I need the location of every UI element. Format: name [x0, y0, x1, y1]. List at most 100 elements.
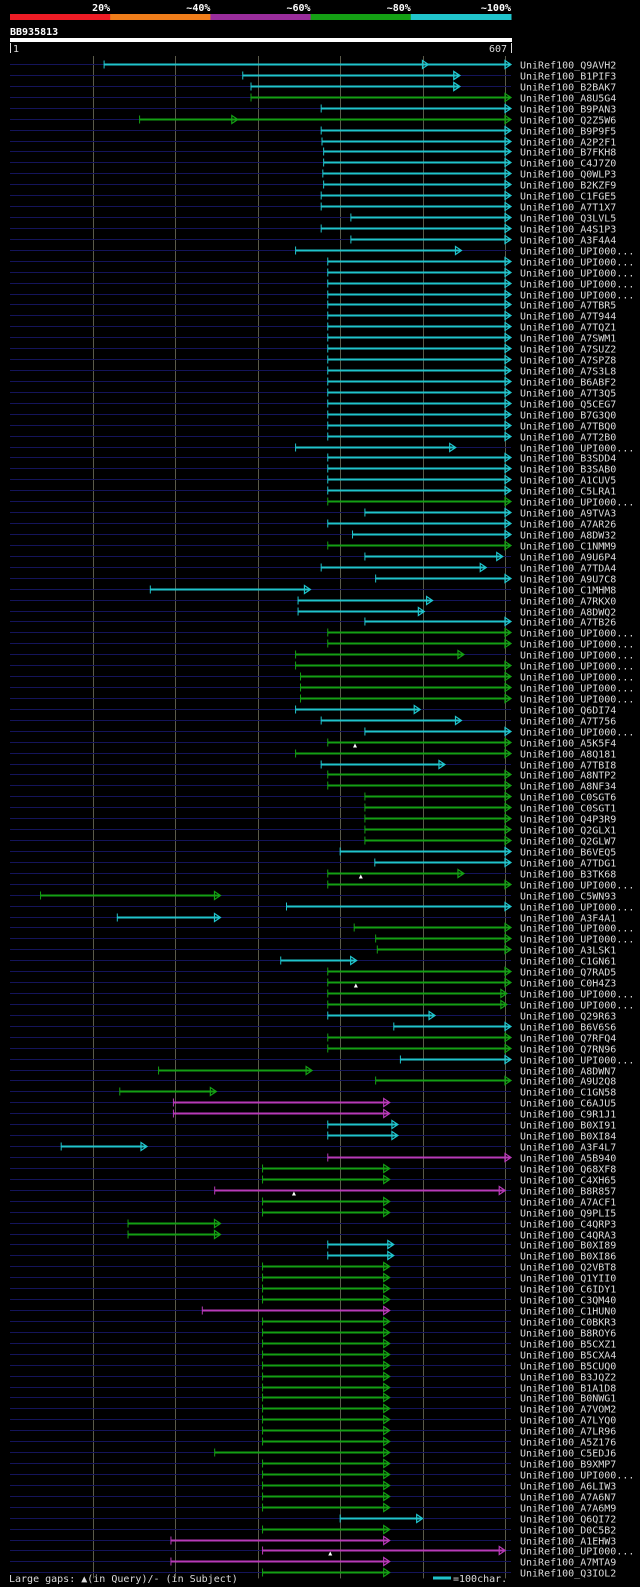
hit-label[interactable]: UniRef100_A7RKX0 — [520, 597, 616, 608]
hit-row[interactable]: UniRef100_A7AR26 — [10, 518, 616, 531]
hit-row[interactable]: UniRef100_A7TBI8 — [10, 759, 616, 772]
hit-row[interactable]: UniRef100_A8NTP2 — [10, 769, 616, 782]
hit-label[interactable]: UniRef100_A7MTA9 — [520, 1558, 616, 1569]
hit-row[interactable]: UniRef100_A9U2Q8 — [10, 1075, 616, 1088]
hit-row[interactable]: UniRef100_C6AJU5 — [10, 1097, 616, 1110]
hit-label[interactable]: UniRef100_B8R857 — [520, 1187, 616, 1198]
hit-label[interactable]: UniRef100_C1FGE5 — [520, 192, 616, 203]
hit-row[interactable]: UniRef100_UPI000... — [10, 1469, 634, 1482]
hit-row[interactable]: UniRef100_C4XH65 — [10, 1174, 616, 1187]
hit-row[interactable]: UniRef100_A9U6P4 — [10, 551, 616, 564]
hit-row[interactable]: UniRef100_A7A6N7 — [10, 1491, 616, 1504]
hit-row[interactable]: UniRef100_C6IDY1 — [10, 1283, 616, 1296]
hit-row[interactable]: UniRef100_A8DWQ2 — [10, 606, 616, 619]
hit-row[interactable]: UniRef100_UPI000... — [10, 496, 634, 509]
hit-row[interactable]: UniRef100_Q1YII0 — [10, 1272, 616, 1285]
hit-row[interactable]: UniRef100_A7TDG1 — [10, 857, 616, 870]
hit-row[interactable]: UniRef100_B2KZF9 — [10, 179, 616, 192]
hit-label[interactable]: UniRef100_A6LIW3 — [520, 1482, 616, 1493]
hit-row[interactable]: UniRef100_Q2VBT8 — [10, 1261, 616, 1274]
hit-row[interactable]: UniRef100_UPI000... — [10, 245, 634, 258]
hit-row[interactable]: UniRef100_A7SUZ2 — [10, 343, 616, 356]
hit-label[interactable]: UniRef100_B0XI84 — [520, 1132, 616, 1143]
hit-label[interactable]: UniRef100_A8DW32 — [520, 531, 616, 542]
hit-row[interactable]: UniRef100_C0BKR3 — [10, 1316, 616, 1329]
hit-row[interactable]: UniRef100_A5Z176 — [10, 1436, 616, 1449]
hit-row[interactable]: UniRef100_A8Q181 — [10, 748, 616, 761]
hit-label[interactable]: UniRef100_UPI000... — [520, 444, 634, 455]
hit-label[interactable]: UniRef100_UPI000... — [520, 1471, 634, 1482]
hit-label[interactable]: UniRef100_C6AJU5 — [520, 1099, 616, 1110]
hit-row[interactable]: UniRef100_Q7RAD5 — [10, 966, 616, 979]
hit-row[interactable]: UniRef100_B5CXZ1 — [10, 1338, 616, 1351]
hit-row[interactable]: UniRef100_UPI000... — [10, 442, 634, 455]
hit-row[interactable]: UniRef100_A5K5F4 — [10, 737, 616, 750]
hit-row[interactable]: UniRef100_D0C5B2 — [10, 1524, 616, 1537]
hit-row[interactable]: UniRef100_UPI000... — [10, 726, 634, 739]
hit-label[interactable]: UniRef100_C4QRP3 — [520, 1220, 616, 1231]
hit-row[interactable]: UniRef100_Q7RN96 — [10, 1043, 616, 1056]
hit-row[interactable]: UniRef100_UPI000... — [10, 693, 634, 706]
hit-row[interactable]: UniRef100_A7T2B0 — [10, 431, 616, 444]
hit-label[interactable]: UniRef100_B0XI91 — [520, 1121, 616, 1132]
hit-label[interactable]: UniRef100_B9XMP7 — [520, 1460, 616, 1471]
hit-row[interactable]: UniRef100_A5B940 — [10, 1152, 616, 1165]
hit-row[interactable]: UniRef100_C9R1J1 — [10, 1108, 616, 1121]
hit-row[interactable]: UniRef100_A7MTA9 — [10, 1556, 616, 1569]
hit-label[interactable]: UniRef100_A7A6M9 — [520, 1504, 616, 1515]
hit-label[interactable]: UniRef100_A7T1X7 — [520, 203, 616, 214]
hit-label[interactable]: UniRef100_UPI000... — [520, 247, 634, 258]
hit-row[interactable]: UniRef100_B0XI84 — [10, 1130, 616, 1143]
hit-label[interactable]: UniRef100_UPI000... — [520, 291, 634, 302]
hit-label[interactable]: UniRef100_A7LR96 — [520, 1427, 616, 1438]
hit-row[interactable]: UniRef100_A9TVA3 — [10, 507, 616, 520]
hit-row[interactable]: UniRef100_UPI000... — [10, 922, 634, 935]
hit-label[interactable]: UniRef100_A7SUZ2 — [520, 345, 616, 356]
hit-label[interactable]: UniRef100_C6IDY1 — [520, 1285, 616, 1296]
hit-label[interactable]: UniRef100_A4S1P3 — [520, 225, 616, 236]
hit-label[interactable]: UniRef100_UPI000... — [520, 695, 634, 706]
hit-row[interactable]: UniRef100_Q6DI74 — [10, 704, 616, 717]
hit-label[interactable]: UniRef100_C1MHM8 — [520, 586, 616, 597]
hit-label[interactable]: UniRef100_B9PAN3 — [520, 105, 616, 116]
hit-row[interactable]: UniRef100_B8R857 — [10, 1185, 616, 1198]
hit-label[interactable]: UniRef100_UPI000... — [520, 651, 634, 662]
hit-label[interactable]: UniRef100_Q7RAD5 — [520, 968, 616, 979]
hit-row[interactable]: UniRef100_Q5CEG7 — [10, 398, 616, 411]
hit-row[interactable]: UniRef100_A8U5G4 — [10, 92, 616, 105]
hit-row[interactable]: UniRef100_C0H4Z3 — [10, 977, 616, 990]
hit-label[interactable]: UniRef100_A5Z176 — [520, 1438, 616, 1449]
hit-row[interactable]: UniRef100_A6LIW3 — [10, 1480, 616, 1493]
hit-label[interactable]: UniRef100_UPI000... — [520, 498, 634, 509]
hit-row[interactable]: UniRef100_A7T3Q5 — [10, 387, 616, 400]
hit-row[interactable]: UniRef100_C5EDJ6 — [10, 1447, 616, 1460]
hit-label[interactable]: UniRef100_A8NTP2 — [520, 771, 616, 782]
hit-row[interactable]: UniRef100_B7FKH8 — [10, 146, 616, 159]
hit-label[interactable]: UniRef100_C1GN61 — [520, 957, 616, 968]
hit-label[interactable]: UniRef100_A7SPZ8 — [520, 356, 616, 367]
hit-label[interactable]: UniRef100_C1HUN0 — [520, 1307, 616, 1318]
hit-row[interactable]: UniRef100_A7T944 — [10, 310, 616, 323]
hit-row[interactable]: UniRef100_A7TQZ1 — [10, 321, 616, 334]
hit-label[interactable]: UniRef100_UPI000... — [520, 924, 634, 935]
hit-label[interactable]: UniRef100_A9TVA3 — [520, 509, 616, 520]
hit-label[interactable]: UniRef100_A7ACF1 — [520, 1198, 616, 1209]
hit-row[interactable]: UniRef100_A8NF34 — [10, 780, 616, 793]
hit-label[interactable]: UniRef100_Q2VBT8 — [520, 1263, 616, 1274]
hit-row[interactable]: UniRef100_A1EHW3 — [10, 1535, 616, 1548]
hit-row[interactable]: UniRef100_A9U7C8 — [10, 573, 616, 586]
hit-row[interactable]: UniRef100_UPI000... — [10, 671, 634, 684]
hit-row[interactable]: UniRef100_A7A6M9 — [10, 1502, 616, 1515]
hit-label[interactable]: UniRef100_B2BAK7 — [520, 83, 616, 94]
hit-label[interactable]: UniRef100_UPI000... — [520, 935, 634, 946]
hit-row[interactable]: UniRef100_C4QRA3 — [10, 1229, 616, 1242]
hit-row[interactable]: UniRef100_Q3IOL2 — [10, 1567, 616, 1580]
hit-label[interactable]: UniRef100_B3JQZ2 — [520, 1373, 616, 1384]
hit-row[interactable]: UniRef100_A7TBQ0 — [10, 420, 616, 433]
hit-row[interactable]: UniRef100_B7G3Q0 — [10, 409, 616, 422]
hit-row[interactable]: UniRef100_UPI000... — [10, 638, 634, 651]
hit-row[interactable]: UniRef100_Q2Z5W6 — [10, 114, 616, 127]
hit-row[interactable]: UniRef100_C1GN58 — [10, 1086, 616, 1099]
hit-label[interactable]: UniRef100_A7VOM2 — [520, 1405, 616, 1416]
hit-label[interactable]: UniRef100_UPI000... — [520, 629, 634, 640]
